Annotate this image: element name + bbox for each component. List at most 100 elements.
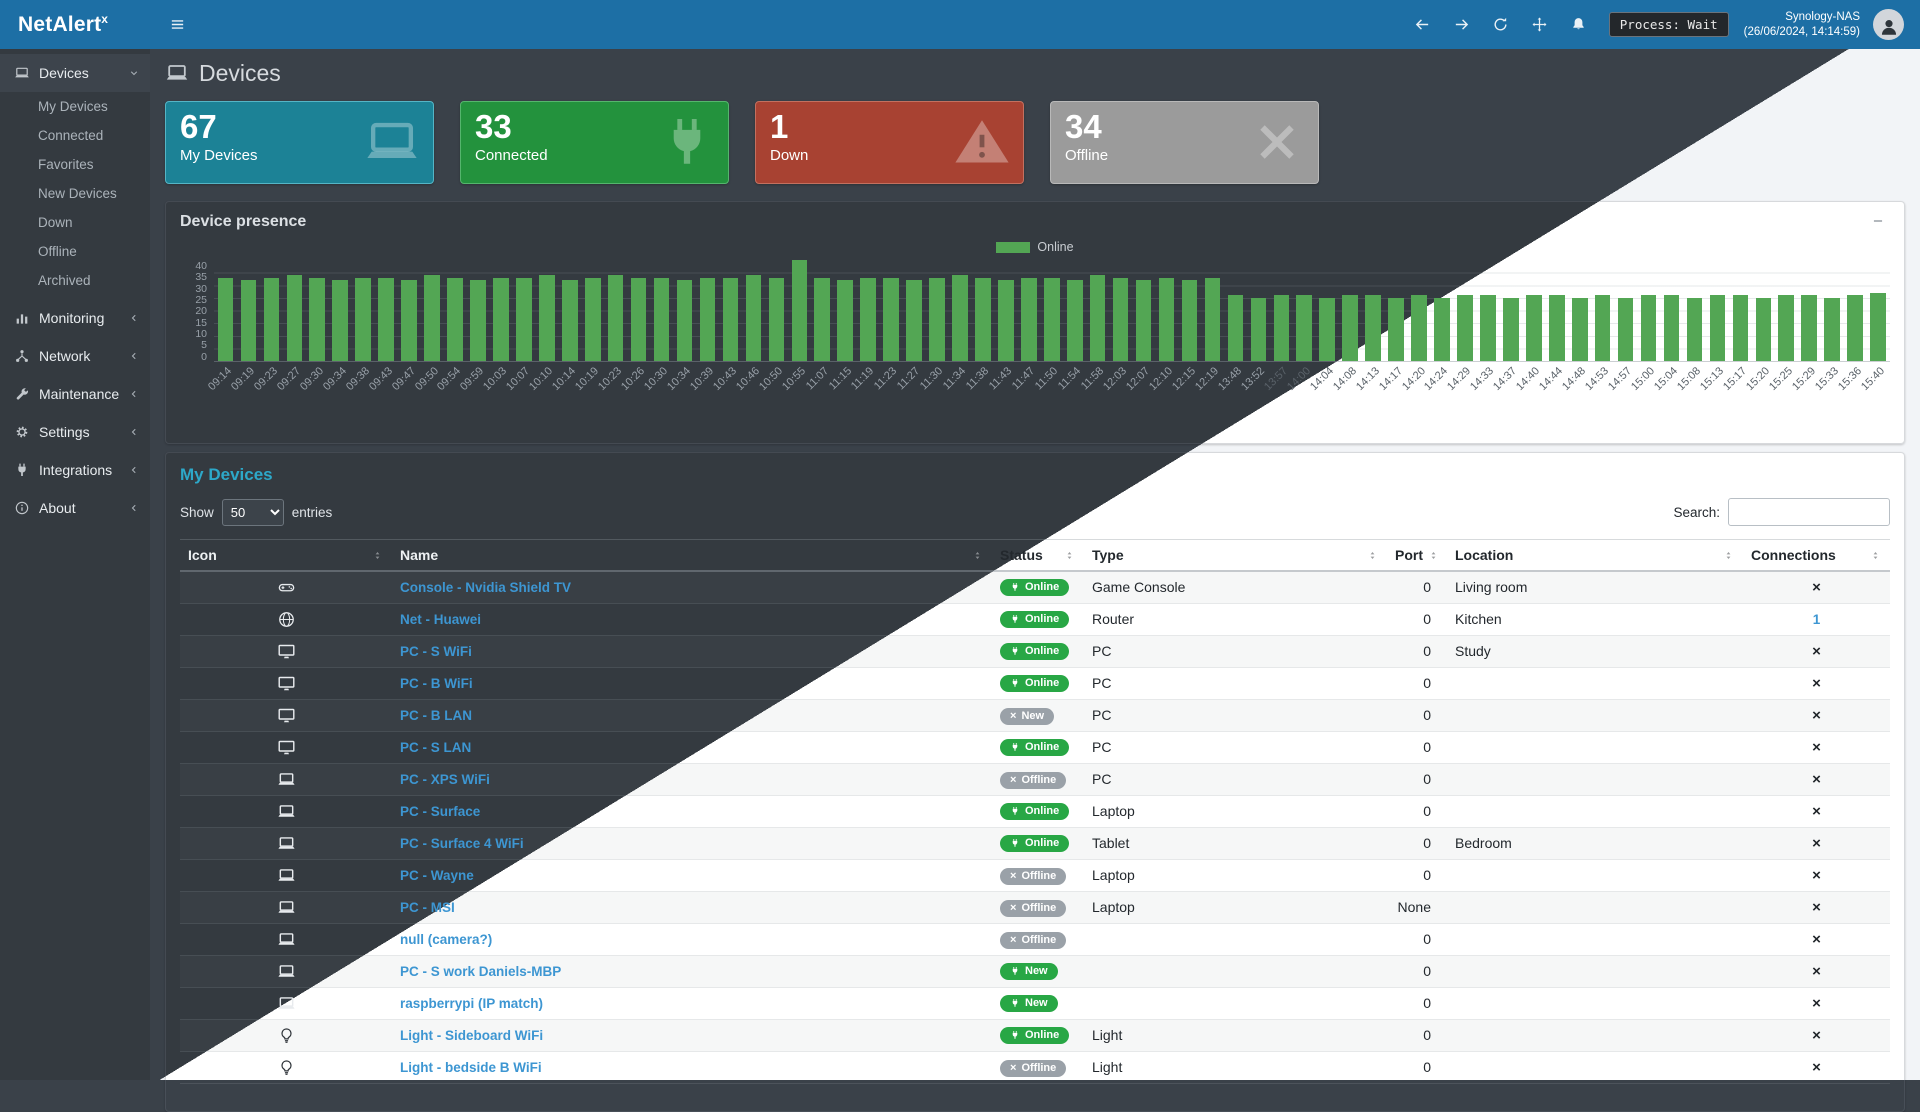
app-logo[interactable]: NetAlertx: [0, 12, 150, 37]
remove-connection-icon[interactable]: ×: [1812, 1059, 1821, 1076]
column-header-port[interactable]: Port: [1387, 540, 1447, 572]
device-name-link[interactable]: PC - MSI: [400, 900, 455, 915]
device-name-link[interactable]: PC - B LAN: [400, 708, 472, 723]
remove-connection-icon[interactable]: ×: [1812, 739, 1821, 756]
chevron-left-icon: [128, 312, 140, 324]
remove-connection-icon[interactable]: ×: [1812, 803, 1821, 820]
sidebar-item-integrations[interactable]: Integrations: [0, 451, 150, 489]
sidebar-toggle-button[interactable]: [162, 10, 192, 40]
sidebar-subitem-my-devices[interactable]: My Devices: [0, 92, 150, 121]
page-size-select[interactable]: 50: [222, 499, 284, 526]
connections-count-link[interactable]: 1: [1813, 612, 1821, 627]
status-badge: ×Offline: [1000, 772, 1066, 789]
sidebar-item-about[interactable]: About: [0, 489, 150, 527]
remove-connection-icon[interactable]: ×: [1812, 995, 1821, 1012]
chevron-left-icon: [128, 388, 140, 400]
device-name-link[interactable]: PC - Wayne: [400, 868, 474, 883]
remove-connection-icon[interactable]: ×: [1812, 675, 1821, 692]
chart-legend[interactable]: Online: [180, 237, 1890, 257]
remove-connection-icon[interactable]: ×: [1812, 963, 1821, 980]
sidebar-subitem-favorites[interactable]: Favorites: [0, 150, 150, 179]
header-actions: Process: Wait Synology-NAS (26/06/2024, …: [1408, 9, 1920, 40]
device-name-link[interactable]: PC - Surface: [400, 804, 480, 819]
device-name-link[interactable]: PC - Surface 4 WiFi: [400, 836, 524, 851]
minus-icon: [1871, 214, 1885, 228]
device-name-link[interactable]: Light - Sideboard WiFi: [400, 1028, 543, 1043]
chart-bar: [1067, 280, 1083, 361]
chart-bar: [1182, 280, 1198, 361]
remove-connection-icon[interactable]: ×: [1812, 867, 1821, 884]
column-header-icon[interactable]: Icon: [180, 540, 392, 572]
remove-connection-icon[interactable]: ×: [1812, 579, 1821, 596]
notifications-button[interactable]: [1564, 10, 1594, 40]
device-name-link[interactable]: PC - S WiFi: [400, 644, 472, 659]
remove-connection-icon[interactable]: ×: [1812, 1027, 1821, 1044]
device-name-link[interactable]: PC - S work Daniels-MBP: [400, 964, 561, 979]
remove-connection-icon[interactable]: ×: [1812, 835, 1821, 852]
sidebar-item-maintenance[interactable]: Maintenance: [0, 375, 150, 413]
column-header-type[interactable]: Type: [1084, 540, 1387, 572]
remove-connection-icon[interactable]: ×: [1812, 899, 1821, 916]
move-button[interactable]: [1525, 10, 1555, 40]
device-name-link[interactable]: PC - S LAN: [400, 740, 471, 755]
sidebar-item-settings[interactable]: Settings: [0, 413, 150, 451]
column-header-connections[interactable]: Connections: [1743, 540, 1890, 572]
device-name-link[interactable]: PC - B WiFi: [400, 676, 473, 691]
forward-button[interactable]: [1447, 10, 1477, 40]
device-name-link[interactable]: null (camera?): [400, 932, 492, 947]
x-icon: ×: [1010, 871, 1016, 882]
remove-connection-icon[interactable]: ×: [1812, 931, 1821, 948]
device-name-link[interactable]: Net - Huawei: [400, 612, 481, 627]
device-name-link[interactable]: raspberrypi (IP match): [400, 996, 543, 1011]
user-avatar[interactable]: [1873, 9, 1904, 40]
desktop-icon: [277, 738, 296, 757]
column-header-status[interactable]: Status: [992, 540, 1084, 572]
remove-connection-icon[interactable]: ×: [1812, 707, 1821, 724]
remove-connection-icon[interactable]: ×: [1812, 643, 1821, 660]
sidebar-subitem-connected[interactable]: Connected: [0, 121, 150, 150]
sidebar-item-network[interactable]: Network: [0, 337, 150, 375]
sidebar-item-devices[interactable]: Devices: [0, 54, 150, 92]
device-name-link[interactable]: Light - bedside B WiFi: [400, 1060, 542, 1075]
refresh-button[interactable]: [1486, 10, 1516, 40]
bulb-icon: [277, 1058, 296, 1077]
sidebar-subitem-offline[interactable]: Offline: [0, 237, 150, 266]
back-button[interactable]: [1408, 10, 1438, 40]
chart-bar: [493, 278, 509, 361]
host-timestamp: (26/06/2024, 14:14:59): [1744, 25, 1860, 40]
collapse-chart-button[interactable]: [1866, 212, 1890, 232]
sidebar-subitem-new-devices[interactable]: New Devices: [0, 179, 150, 208]
remove-connection-icon[interactable]: ×: [1812, 771, 1821, 788]
chart-bar: [1595, 295, 1611, 361]
legend-label: Online: [1037, 240, 1073, 254]
sidebar-subitem-archived[interactable]: Archived: [0, 266, 150, 295]
sidebar-subitem-down[interactable]: Down: [0, 208, 150, 237]
device-name-link[interactable]: Console - Nvidia Shield TV: [400, 580, 571, 595]
search-input[interactable]: [1728, 498, 1890, 526]
sidebar-item-monitoring[interactable]: Monitoring: [0, 299, 150, 337]
device-name-link[interactable]: PC - XPS WiFi: [400, 772, 490, 787]
column-header-name[interactable]: Name: [392, 540, 992, 572]
column-header-location[interactable]: Location: [1447, 540, 1743, 572]
